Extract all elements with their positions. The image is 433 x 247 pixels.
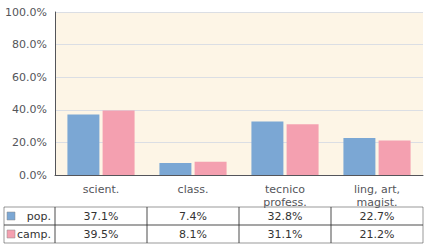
svg-text:7.4%: 7.4% [179,210,207,223]
svg-text:32.8%: 32.8% [268,210,303,223]
svg-text:37.1%: 37.1% [84,210,119,223]
svg-text:tecnico: tecnico [265,183,305,196]
svg-text:22.7%: 22.7% [360,210,395,223]
svg-text:ling, art,: ling, art, [354,183,400,196]
svg-text:21.2%: 21.2% [360,228,395,241]
svg-text:camp.: camp. [17,228,51,241]
svg-text:0.0%: 0.0% [19,169,47,182]
svg-text:31.1%: 31.1% [268,228,303,241]
svg-text:20.0%: 20.0% [12,136,47,149]
svg-text:100.0%: 100.0% [5,6,47,19]
svg-text:pop.: pop. [27,210,51,223]
svg-text:39.5%: 39.5% [84,228,119,241]
svg-text:profess.: profess. [263,196,307,209]
svg-text:60.0%: 60.0% [12,71,47,84]
svg-text:40.0%: 40.0% [12,103,47,116]
svg-text:magist.: magist. [356,196,397,209]
svg-text:class.: class. [178,183,209,196]
svg-text:scient.: scient. [83,183,119,196]
svg-text:80.0%: 80.0% [12,38,47,51]
svg-text:8.1%: 8.1% [179,228,207,241]
